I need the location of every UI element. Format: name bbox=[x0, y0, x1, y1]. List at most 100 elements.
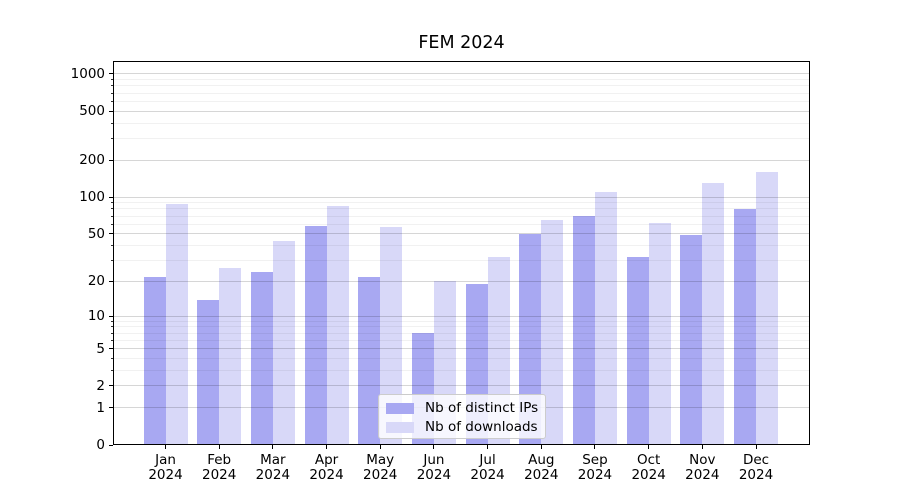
gridline-minor bbox=[114, 358, 809, 360]
y-minor-tick-mark bbox=[110, 122, 113, 124]
y-minor-tick-mark bbox=[110, 358, 113, 360]
y-tick-mark bbox=[109, 385, 113, 387]
x-tick-mark bbox=[701, 445, 703, 449]
x-tick-label: Jan 2024 bbox=[131, 453, 201, 483]
bar-distinct-ips bbox=[197, 299, 220, 445]
y-tick-label: 200 bbox=[79, 152, 105, 169]
y-tick-mark bbox=[109, 407, 113, 409]
gridline-minor bbox=[114, 79, 809, 81]
gridline-minor bbox=[114, 208, 809, 210]
gridline-minor bbox=[114, 223, 809, 225]
x-tick-label: Jun 2024 bbox=[399, 453, 469, 483]
y-tick-label: 1 bbox=[96, 399, 105, 416]
x-tick-label-line: 2024 bbox=[470, 467, 505, 483]
plot-border bbox=[113, 61, 810, 445]
y-tick-label: 20 bbox=[87, 273, 105, 290]
x-tick-label-line: 2024 bbox=[685, 467, 720, 483]
gridline-minor bbox=[114, 215, 809, 217]
x-tick-label: Dec 2024 bbox=[721, 453, 791, 483]
x-tick-label: Feb 2024 bbox=[184, 453, 254, 483]
y-minor-tick-mark bbox=[110, 223, 113, 225]
x-tick-label: May 2024 bbox=[345, 453, 415, 483]
x-tick-label-line: Mar bbox=[260, 452, 286, 468]
y-minor-tick-mark bbox=[110, 137, 113, 139]
y-minor-tick-mark bbox=[110, 320, 113, 322]
bar-downloads bbox=[272, 240, 295, 445]
x-tick-label: Jul 2024 bbox=[453, 453, 523, 483]
y-tick-mark bbox=[109, 348, 113, 350]
x-tick-label-line: Nov bbox=[689, 452, 716, 468]
y-minor-tick-mark bbox=[110, 92, 113, 94]
x-tick-label-line: 2024 bbox=[148, 467, 183, 483]
y-tick-label: 0 bbox=[96, 437, 105, 453]
legend-swatch-downloads-icon bbox=[386, 421, 414, 433]
x-tick-label-line: 2024 bbox=[309, 467, 344, 483]
gridline-major bbox=[114, 280, 809, 282]
legend-label: Nb of distinct IPs bbox=[425, 400, 539, 416]
legend-item-distinct-ips: Nb of distinct IPs bbox=[386, 399, 545, 417]
bar-downloads bbox=[541, 219, 564, 445]
y-tick-label: 500 bbox=[79, 103, 105, 120]
gridline-major bbox=[114, 110, 809, 112]
y-tick-mark bbox=[109, 233, 113, 235]
y-minor-tick-mark bbox=[110, 332, 113, 334]
bar-distinct-ips bbox=[143, 276, 166, 445]
bar-downloads bbox=[326, 205, 349, 445]
x-tick-mark bbox=[379, 445, 381, 449]
y-tick-label: 100 bbox=[79, 189, 105, 206]
y-minor-tick-mark bbox=[110, 339, 113, 341]
bar-downloads bbox=[648, 223, 671, 445]
y-tick-label: 1000 bbox=[70, 65, 105, 82]
y-tick-mark bbox=[109, 196, 113, 198]
legend-label: Nb of downloads bbox=[425, 419, 538, 435]
gridline-minor bbox=[114, 85, 809, 87]
x-tick-mark bbox=[326, 445, 328, 449]
y-tick-mark bbox=[109, 73, 113, 75]
x-tick-label: Sep 2024 bbox=[560, 453, 630, 483]
x-tick-label-line: Jan bbox=[155, 452, 176, 468]
y-minor-tick-mark bbox=[110, 208, 113, 210]
x-tick-label-line: 2024 bbox=[738, 467, 774, 483]
gridline-major bbox=[114, 73, 809, 75]
gridline-minor bbox=[114, 339, 809, 341]
x-tick-label: Aug 2024 bbox=[506, 453, 576, 483]
y-minor-tick-mark bbox=[110, 85, 113, 87]
y-minor-tick-mark bbox=[110, 326, 113, 328]
y-minor-tick-mark bbox=[110, 215, 113, 217]
x-tick-mark bbox=[165, 445, 166, 449]
bar-distinct-ips bbox=[358, 276, 381, 445]
x-tick-label-line: Feb bbox=[207, 452, 232, 468]
x-tick-label: Nov 2024 bbox=[667, 453, 737, 483]
bar-downloads bbox=[756, 172, 778, 445]
gridline-minor bbox=[114, 320, 809, 322]
bar-downloads bbox=[219, 267, 242, 445]
gridline-minor bbox=[114, 326, 809, 328]
y-tick-mark bbox=[109, 280, 113, 282]
y-tick-mark bbox=[109, 159, 113, 161]
x-tick-label-line: Dec bbox=[742, 452, 770, 468]
legend-item-downloads: Nb of downloads bbox=[386, 418, 545, 436]
gridline-major bbox=[114, 196, 809, 198]
gridline-major bbox=[114, 233, 809, 235]
x-tick-mark bbox=[433, 445, 435, 449]
x-tick-mark bbox=[487, 445, 489, 449]
x-tick-mark bbox=[272, 445, 274, 449]
x-tick-mark bbox=[540, 445, 542, 449]
bar-downloads bbox=[594, 192, 617, 445]
x-tick-label-line: 2024 bbox=[631, 467, 666, 483]
bar-downloads bbox=[380, 226, 403, 445]
x-tick-label-line: Sep bbox=[582, 452, 608, 468]
x-tick-mark bbox=[218, 445, 220, 449]
x-tick-label: Mar 2024 bbox=[238, 453, 308, 483]
x-tick-label: Apr 2024 bbox=[292, 453, 362, 483]
x-tick-label-line: May bbox=[366, 452, 395, 468]
y-minor-tick-mark bbox=[110, 79, 113, 81]
x-tick-mark bbox=[755, 445, 757, 449]
legend-swatch-distinct-ips-icon bbox=[386, 402, 414, 414]
gridline-minor bbox=[114, 122, 809, 124]
gridline-major bbox=[114, 315, 809, 317]
gridline-major bbox=[114, 348, 809, 350]
y-minor-tick-mark bbox=[110, 202, 113, 204]
x-tick-label-line: 2024 bbox=[577, 467, 613, 483]
